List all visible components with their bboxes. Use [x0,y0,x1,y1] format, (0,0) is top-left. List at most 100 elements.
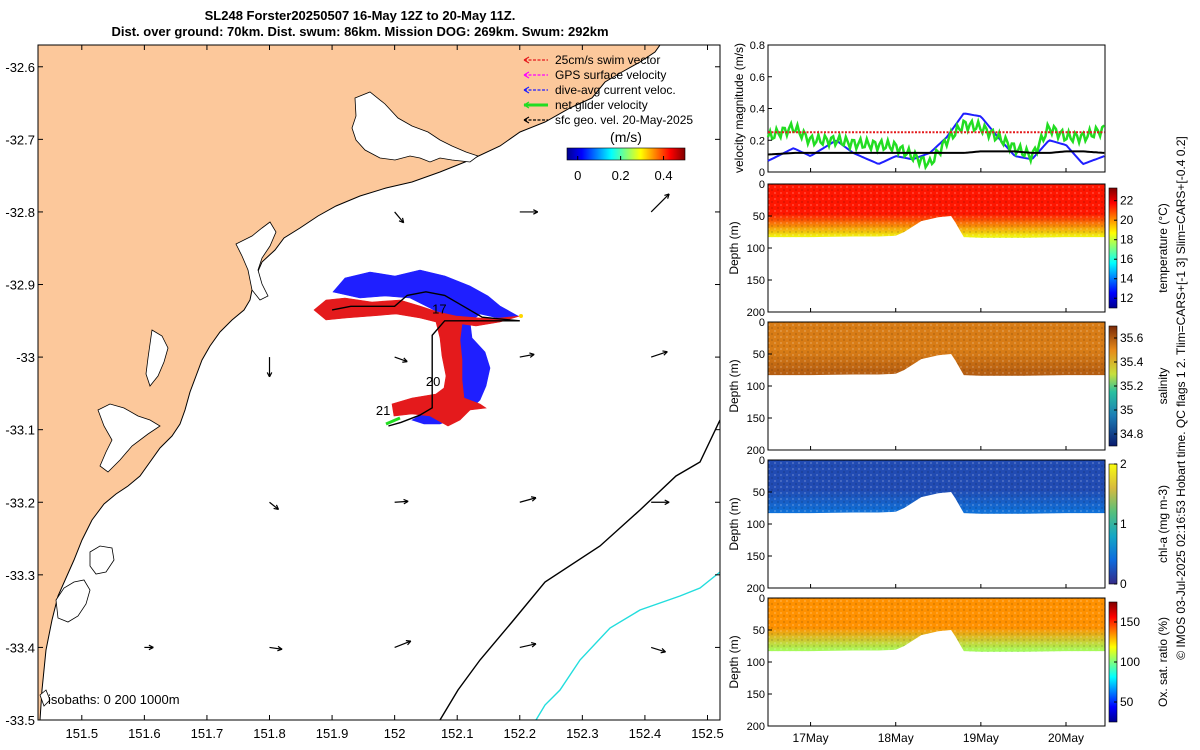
salinity-y-tick-label: 0 [759,317,765,329]
estuary-lake [351,91,479,163]
legend-label: dive-avg current veloc. [555,83,676,97]
temperature-colorbar-tick-label: 20 [1120,213,1134,227]
salinity-colorbar-tick-label: 35.4 [1120,355,1144,369]
map-colorbar-label: (m/s) [610,129,642,145]
footer-credit: © IMOS 03-Jul-2025 02:16:53 Hobart time.… [1174,136,1188,660]
salinity-panel: 0 50 100 150 200 Depth (m) 34.8 35 35.2 35.4 35.6 s… [727,317,1170,457]
geo-vectors [144,193,670,654]
map-y-tick-label: -33.4 [5,640,35,655]
temperature-colorbar-tick-label: 12 [1120,291,1134,305]
coastline-land [38,45,661,720]
chl-a-panel: 0 50 100 150 200 Depth (m) 0 1 2 chl-a (mg m-3) [727,455,1170,595]
colorbar-tick-label: 0.2 [612,168,630,183]
oxygen-saturation-y-tick-label: 0 [759,593,765,605]
legend-label: GPS surface velocity [555,68,666,82]
map-x-ticks: 151.5 151.6 151.7 151.8 151.9 152 152.1 152.2 15… [66,45,724,741]
oxygen-saturation-colorbar-tick-label: 50 [1120,695,1134,709]
salinity-y-tick-label: 100 [747,381,765,393]
inlet-3 [97,403,161,473]
oxygen-saturation-colorbar-tick-label: 150 [1120,615,1140,629]
track-day-label: 21 [376,403,390,418]
map-x-tick-label: 151.8 [253,726,286,741]
oxygen-saturation-colorbar-tick-label: 100 [1120,655,1140,669]
track-end-marker [519,314,523,318]
chl-a-colorbar-tick-label: 0 [1120,577,1127,591]
oxygen-saturation-y-tick-label: 50 [753,625,765,637]
chl-a-y-tick-label: 150 [747,551,765,563]
map-x-tick-label: 152.5 [691,726,724,741]
map-colorbar-bar [566,147,686,161]
map-x-tick-label: 152.4 [629,726,662,741]
colorbar-tick-label: 0.4 [655,168,673,183]
chl-a-y-tick-label: 100 [747,519,765,531]
temperature-y-tick-label: 0 [759,179,765,191]
map-y-tick-label: -32.9 [5,278,35,293]
velocity-line [767,112,1105,166]
geo-vector-arrow [519,352,535,358]
oxygen-saturation-y-tick-label: 150 [747,689,765,701]
map-x-tick-label: 152.2 [504,726,537,741]
time-tick-label: 18May [878,731,914,745]
map-y-tick-label: -32.6 [5,60,35,75]
legend-label: net glider velocity [555,98,648,112]
salinity-y-tick-label: 150 [747,413,765,425]
chl-a-colorbar-label: chl-a (mg m-3) [1156,485,1170,563]
oxygen-saturation-panel: 0 50 100 150 200 Depth (m) 50 100 150 Ox. sat. ra… [727,593,1170,733]
temperature-colorbar-tick-label: 18 [1120,233,1134,247]
salinity-y-label: Depth (m) [727,359,741,412]
temperature-colorbar-tick-label: 22 [1120,194,1134,208]
legend-entry: 25cm/s swim vector [523,53,660,67]
velocity-y-tick-label: 0.6 [750,72,765,84]
velocity-line [767,150,1105,156]
geo-vector-arrow [394,356,408,363]
isobath-200 [439,419,720,720]
salinity-colorbar-tick-label: 34.8 [1120,427,1144,441]
map-y-tick-label: -33.1 [5,423,35,438]
temperature-y-tick-label: 100 [747,243,765,255]
legend-entry: sfc geo. vel. 20-May-2025 [523,113,693,127]
oxygen-saturation-y-label: Depth (m) [727,635,741,688]
salinity-colorbar-tick-label: 35 [1120,403,1134,417]
map-colorbar: (m/s) 0 0.2 0.4 [566,129,686,183]
figure-title: SL248 Forster20250507 16-May 12Z to 20-M… [0,8,720,40]
geo-vector-arrow [269,645,283,652]
isobaths-label: isobaths: 0 200 1000m [48,692,180,707]
map-y-tick-label: -32.8 [5,205,35,220]
inlet-5 [89,545,115,575]
temperature-colorbar [1108,187,1118,309]
isobath-1000 [535,571,720,720]
map-x-tick-label: 152 [384,726,406,741]
temperature-y-tick-label: 200 [747,307,765,319]
inlet-1 [235,221,277,301]
map-y-tick-label: -33.3 [5,568,35,583]
time-tick-label: 17May [793,731,829,745]
map-y-tick-label: -33.2 [5,495,35,510]
chl-a-y-tick-label: 50 [753,487,765,499]
geo-vector-arrow [269,501,280,511]
velocity-y-label: velocity magnitude (m/s) [732,43,746,173]
velocity-y-tick-label: 0.4 [750,104,765,116]
map-x-tick-label: 151.5 [66,726,99,741]
salinity-colorbar-tick-label: 35.6 [1120,331,1144,345]
legend-entry: net glider velocity [523,98,648,112]
temperature-colorbar-label: temperature (°C) [1156,203,1170,293]
time-axis-ticks: 17May 18May 19May 20May [793,731,1084,745]
chl-a-colorbar-tick-label: 1 [1120,517,1127,531]
salinity-colorbar-label: salinity [1156,368,1170,405]
map-x-tick-label: 152.3 [566,726,599,741]
velocity-y-ticks: 0 0.2 0.4 0.6 0.8 [750,40,1067,179]
geo-vector-arrow [144,644,154,651]
velocity-y-tick-label: 0.8 [750,40,765,52]
chl-a-colorbar-tick-label: 2 [1120,457,1127,471]
legend-entry: dive-avg current veloc. [523,83,676,97]
legend-entry: GPS surface velocity [523,68,666,82]
temperature-colorbar-tick-label: 14 [1120,272,1134,286]
geo-vector-arrow [650,646,666,654]
map-y-tick-label: -33 [16,350,35,365]
temperature-y-tick-label: 150 [747,275,765,287]
geo-vector-arrow [650,193,670,213]
map-x-tick-label: 151.7 [191,726,224,741]
title-line-2: Dist. over ground: 70km. Dist. swum: 86k… [111,24,609,39]
oxygen-saturation-y-tick-label: 100 [747,657,765,669]
track-day-labels: 17 20 21 [376,302,447,419]
